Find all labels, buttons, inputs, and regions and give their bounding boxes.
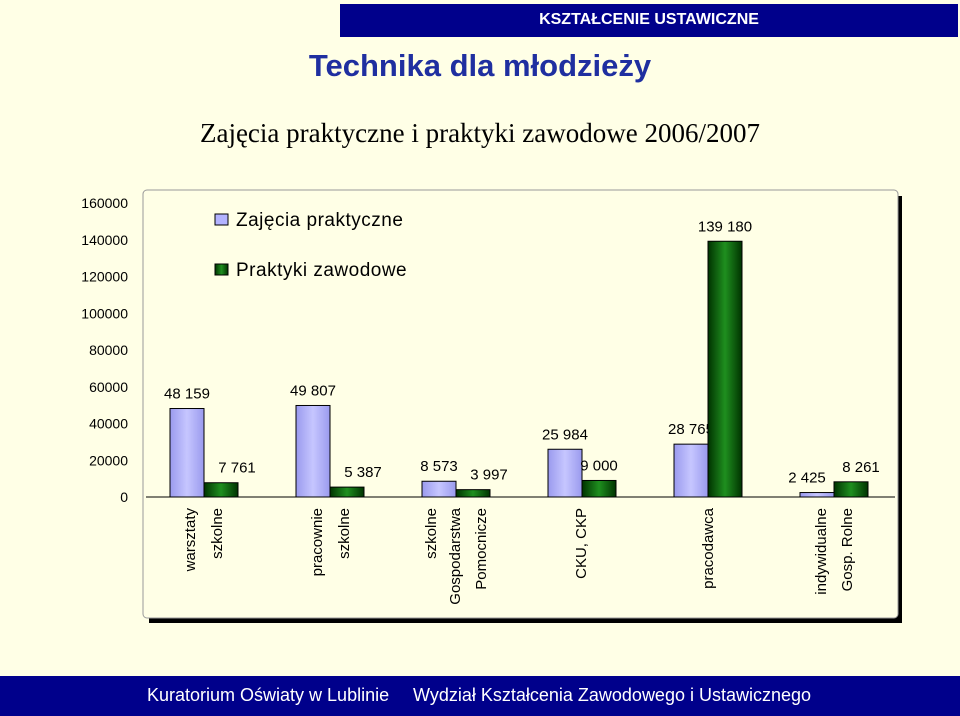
category-label: Gospodarstwa (447, 507, 464, 604)
bar (421, 480, 457, 498)
y-tick-label: 40000 (89, 416, 128, 432)
bar (329, 486, 365, 498)
data-label: 2 425 (788, 470, 826, 487)
category-label: Pomocnicze (473, 508, 490, 590)
data-label: 8 261 (842, 459, 880, 476)
legend-label: Praktyki zawodowe (236, 260, 407, 281)
y-tick-label: 20000 (89, 452, 128, 468)
data-label: 139 180 (698, 218, 752, 235)
bar (169, 408, 205, 498)
bar (833, 481, 869, 498)
footer: Kuratorium Oświaty w Lublinie Wydział Ks… (0, 676, 960, 716)
chart-title: Zajęcia praktyczne i praktyki zawodowe 2… (199, 118, 761, 148)
y-tick-label: 140000 (81, 232, 128, 248)
data-label: 25 984 (542, 426, 588, 443)
legend-swatch (214, 263, 229, 276)
category-label: warsztaty (182, 508, 199, 573)
bar (295, 404, 331, 498)
y-tick-label: 60000 (89, 379, 128, 395)
category-label: szkolne (423, 508, 440, 559)
footer-left: Kuratorium Oświaty w Lublinie (147, 685, 390, 705)
bar (455, 489, 491, 498)
y-tick-label: 100000 (81, 305, 128, 321)
category-label: pracodawca (700, 507, 717, 589)
bar (799, 492, 835, 498)
data-label: 5 387 (344, 464, 382, 481)
category-label: indywidualne (813, 508, 830, 595)
legend-label: Zajęcia praktyczne (236, 210, 403, 231)
category-label: szkolne (209, 508, 226, 559)
y-tick-label: 0 (120, 489, 128, 505)
plot-area (142, 189, 899, 619)
page-title: Technika dla młodzieży (308, 48, 652, 83)
footer-right: Wydział Kształcenia Zawodowego i Ustawic… (413, 685, 812, 705)
bar (581, 479, 617, 498)
data-label: 49 807 (290, 382, 336, 399)
bar (673, 443, 709, 498)
bar (547, 448, 583, 498)
legend-swatch (214, 213, 229, 226)
data-label: 9 000 (580, 457, 618, 474)
category-label: CKU, CKP (573, 508, 590, 579)
data-label: 7 761 (218, 460, 256, 477)
data-label: 8 573 (420, 458, 458, 475)
data-label: 28 765 (668, 421, 714, 438)
data-label: 3 997 (470, 467, 508, 484)
category-label: pracownie (309, 508, 326, 576)
category-label: szkolne (336, 508, 353, 559)
bar-chart: 0 20000 40000 60000 80000 100000 120000 140000 1… (81, 189, 902, 623)
header-banner: KSZTAŁCENIE USTAWICZNE (340, 4, 958, 37)
y-tick-label: 80000 (89, 342, 128, 358)
category-label: Gosp. Rolne (839, 508, 856, 591)
header-banner-text: KSZTAŁCENIE USTAWICZNE (539, 11, 759, 28)
bar (707, 240, 743, 498)
y-tick-label: 160000 (81, 195, 128, 211)
y-tick-label: 120000 (81, 269, 128, 285)
bar (203, 482, 239, 498)
data-label: 48 159 (164, 386, 210, 403)
